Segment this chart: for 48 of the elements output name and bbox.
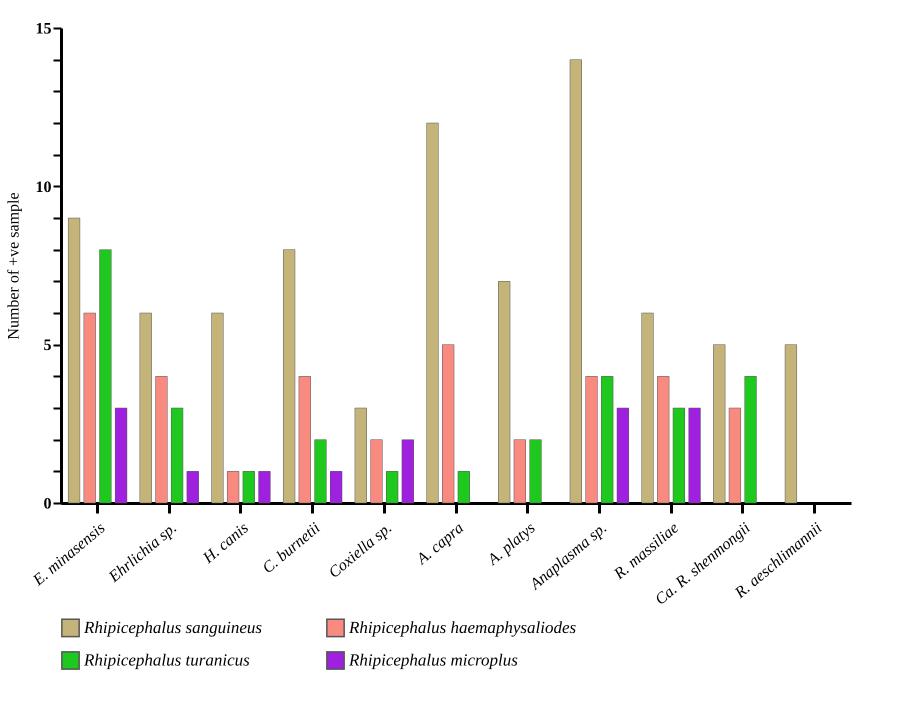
bar xyxy=(68,218,80,504)
bar xyxy=(657,376,670,504)
bar xyxy=(458,471,470,504)
bar xyxy=(258,471,271,504)
y-axis-title: Number of +ve sample xyxy=(6,192,22,340)
bar xyxy=(744,376,757,504)
bar xyxy=(226,471,240,504)
bar xyxy=(330,471,342,504)
bar xyxy=(186,471,199,504)
bar xyxy=(784,344,798,504)
bar xyxy=(713,344,726,504)
bar xyxy=(688,408,701,504)
legend-label: Rhipicephalus haemaphysaliodes xyxy=(348,618,576,637)
bar xyxy=(426,122,439,504)
bar xyxy=(155,376,168,504)
y-tick-label: 10 xyxy=(36,178,52,196)
legend-label: Rhipicephalus turanicus xyxy=(83,650,250,670)
bar xyxy=(99,249,112,504)
bar xyxy=(585,376,598,504)
bar xyxy=(641,312,654,504)
bar xyxy=(314,439,327,504)
bar xyxy=(298,376,311,504)
bar xyxy=(601,376,614,504)
legend-label: Rhipicephalus microplus xyxy=(348,650,518,670)
bar xyxy=(114,408,128,504)
bar xyxy=(370,439,383,504)
y-tick-label: 5 xyxy=(44,337,52,354)
bar xyxy=(140,312,152,504)
bar xyxy=(84,312,96,504)
bar xyxy=(728,408,742,504)
y-tick-label: 15 xyxy=(36,20,52,38)
bar xyxy=(514,439,526,504)
y-tick-label: 0 xyxy=(44,496,52,512)
bar xyxy=(442,344,454,504)
bar xyxy=(672,408,686,504)
bar xyxy=(242,471,255,504)
bar xyxy=(402,439,414,504)
legend-label: Rhipicephalus sanguineus xyxy=(83,618,262,637)
bar xyxy=(386,471,398,504)
bar xyxy=(170,408,184,504)
x-tick-label: H. canis xyxy=(199,520,252,568)
bar xyxy=(616,408,630,504)
bar xyxy=(354,408,367,504)
bar xyxy=(529,439,542,504)
bar xyxy=(570,59,582,504)
bar xyxy=(498,281,510,504)
bar xyxy=(211,312,224,504)
bar xyxy=(282,249,296,504)
